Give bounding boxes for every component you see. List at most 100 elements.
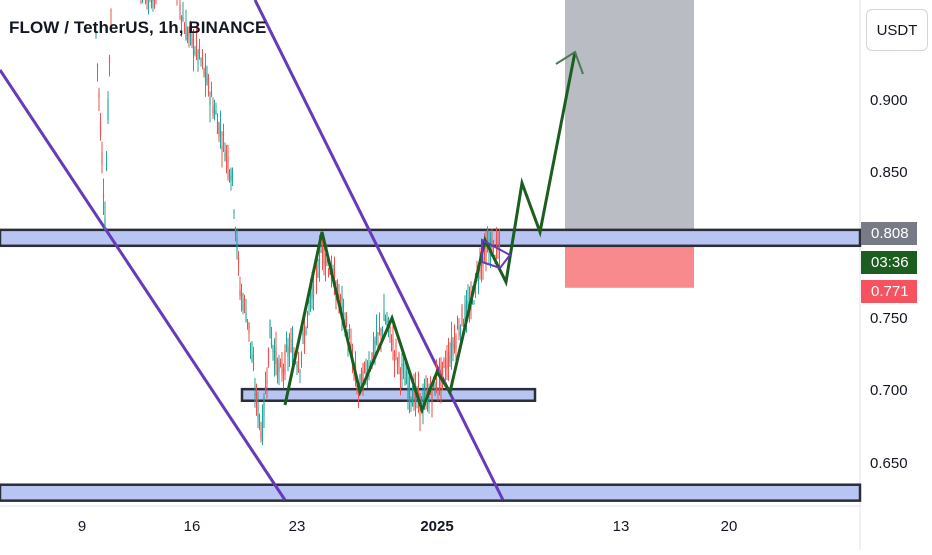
candle-body: [230, 176, 232, 182]
candle-body: [204, 66, 207, 81]
candle-body: [200, 59, 202, 61]
candle-body: [435, 375, 438, 391]
zone-support-mid: [240, 387, 537, 402]
x-tick-label: 23: [288, 518, 306, 535]
candle-body: [375, 330, 378, 344]
candle-body: [491, 240, 493, 256]
candle-body: [306, 314, 309, 316]
y-tick-label: 0.700: [870, 382, 908, 399]
candle-body: [225, 150, 228, 157]
candle-body: [303, 332, 306, 345]
candle-body: [102, 194, 105, 199]
candle-body: [255, 390, 258, 403]
candle-body: [150, 0, 153, 8]
candle-body: [402, 364, 405, 366]
candle-body: [221, 145, 223, 151]
candle-body: [324, 260, 327, 266]
candle-body: [485, 243, 487, 265]
candle-body: [431, 392, 433, 404]
candle-body: [399, 371, 402, 381]
countdown-tag: 03:36: [861, 251, 917, 274]
candle-body: [212, 105, 214, 114]
candle-body: [239, 290, 241, 296]
candle-body: [378, 328, 381, 330]
candle-body: [296, 365, 298, 367]
candle-body: [453, 339, 456, 350]
candle-body: [270, 337, 273, 347]
candle-body: [405, 370, 408, 384]
candle-body: [462, 324, 465, 326]
candle-body: [384, 318, 387, 323]
candle-body: [320, 249, 322, 252]
candle-body: [213, 109, 216, 117]
candle-body: [437, 387, 439, 390]
candle-body: [248, 322, 250, 334]
candle-body: [389, 326, 391, 333]
candle-body: [407, 383, 409, 399]
candle-body: [438, 371, 441, 386]
candle-body: [276, 359, 279, 378]
candle-body: [492, 240, 495, 243]
candle-body: [398, 354, 400, 362]
chart-title: FLOW / TetherUS, 1h, BINANCE: [9, 18, 267, 37]
candle-body: [257, 401, 259, 418]
candle-body: [260, 430, 262, 439]
candle-body: [183, 28, 186, 34]
candle-body: [266, 380, 268, 384]
candle-body: [444, 365, 447, 373]
candle-body: [281, 365, 283, 376]
candle-body: [383, 310, 385, 321]
candle-body: [101, 151, 103, 165]
candle-body: [186, 32, 189, 40]
y-tick-label: 0.850: [870, 164, 908, 181]
candle-body: [341, 296, 343, 315]
candle-body: [473, 303, 475, 305]
candle-body: [293, 353, 295, 355]
x-tick-label: 9: [77, 518, 87, 535]
candle-body: [467, 300, 469, 305]
candle-body: [461, 305, 463, 324]
candle-body: [395, 345, 397, 347]
candle-body: [245, 312, 247, 322]
candle-body: [189, 27, 192, 30]
candle-body: [413, 385, 415, 408]
candle-body: [392, 338, 394, 346]
candle-body: [287, 347, 289, 357]
candle-body: [390, 346, 393, 350]
candle-body: [197, 51, 199, 60]
candle-body: [242, 300, 244, 311]
candle-body: [368, 362, 370, 371]
candle-body: [441, 362, 444, 376]
candle-body: [198, 44, 201, 54]
candle-body: [252, 362, 255, 368]
candle-body: [243, 298, 246, 301]
candle-body: [209, 97, 211, 106]
candle-body: [318, 248, 321, 268]
candle-body: [251, 354, 253, 362]
candle-body: [95, 32, 97, 35]
candle-body: [254, 393, 256, 396]
candle-body: [201, 58, 204, 61]
candle-body: [393, 351, 396, 362]
candle-body: [387, 318, 390, 327]
candle-body: [348, 336, 351, 338]
candle-body: [224, 153, 226, 161]
candle-body: [195, 39, 198, 48]
candle-body: [321, 241, 324, 257]
candle-body: [356, 381, 358, 392]
candle-body: [179, 4, 181, 11]
zone-resistance: [0, 228, 862, 248]
candle-body: [182, 17, 184, 21]
y-tick-label: 0.750: [870, 310, 908, 327]
candle-body: [317, 272, 319, 276]
candle-body: [96, 64, 99, 67]
candle-body: [339, 295, 342, 299]
channel-lower-line: [0, 69, 287, 501]
currency-button[interactable]: USDT: [866, 9, 928, 51]
candle-body: [231, 169, 234, 180]
candle-body: [423, 391, 426, 406]
candle-body: [371, 352, 373, 366]
candle-body: [269, 319, 271, 339]
